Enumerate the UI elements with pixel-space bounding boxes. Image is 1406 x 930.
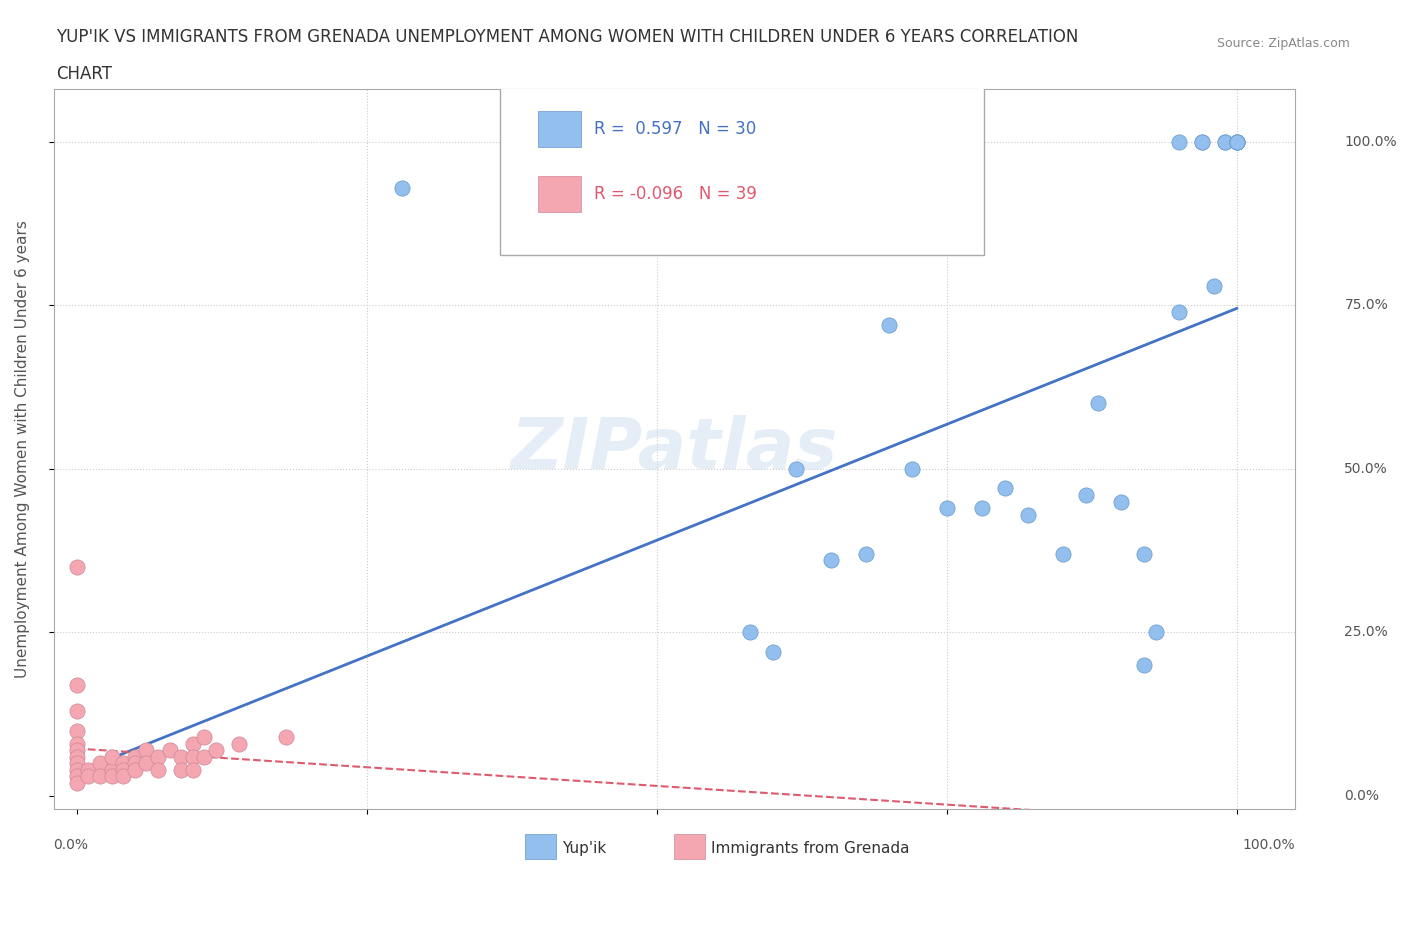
Point	[66, 776, 89, 790]
Text: 0.0%: 0.0%	[1344, 789, 1379, 803]
Point	[1226, 134, 1249, 149]
Point	[146, 763, 169, 777]
Point	[124, 756, 146, 771]
Text: Source: ZipAtlas.com: Source: ZipAtlas.com	[1216, 37, 1350, 50]
Point	[901, 461, 924, 476]
Text: CHART: CHART	[56, 65, 112, 83]
Point	[1017, 507, 1039, 522]
Point	[1226, 134, 1249, 149]
Point	[855, 547, 877, 562]
Point	[181, 737, 204, 751]
Point	[135, 743, 157, 758]
Point	[1074, 487, 1097, 502]
Point	[1109, 494, 1132, 509]
Point	[170, 750, 193, 764]
Point	[970, 500, 993, 515]
Point	[66, 756, 89, 771]
FancyBboxPatch shape	[501, 82, 984, 255]
Text: YUP'IK VS IMMIGRANTS FROM GRENADA UNEMPLOYMENT AMONG WOMEN WITH CHILDREN UNDER 6: YUP'IK VS IMMIGRANTS FROM GRENADA UNEMPL…	[56, 28, 1078, 46]
Point	[1052, 547, 1074, 562]
Point	[1191, 134, 1213, 149]
Text: 100.0%: 100.0%	[1241, 838, 1295, 852]
Point	[112, 769, 135, 784]
Point	[66, 560, 89, 575]
Point	[274, 730, 297, 745]
Point	[193, 730, 215, 745]
Point	[100, 750, 122, 764]
Point	[1226, 134, 1249, 149]
Text: ZIPatlas: ZIPatlas	[510, 415, 838, 484]
Y-axis label: Unemployment Among Women with Children Under 6 years: Unemployment Among Women with Children U…	[15, 220, 30, 678]
Text: 0.0%: 0.0%	[53, 838, 89, 852]
Point	[820, 553, 842, 568]
Point	[124, 750, 146, 764]
Point	[205, 743, 228, 758]
Point	[66, 703, 89, 718]
Point	[738, 625, 761, 640]
Point	[159, 743, 181, 758]
Point	[66, 769, 89, 784]
Text: 25.0%: 25.0%	[1344, 626, 1388, 640]
Point	[100, 769, 122, 784]
Text: Immigrants from Grenada: Immigrants from Grenada	[711, 841, 910, 857]
Point	[66, 763, 89, 777]
Text: 75.0%: 75.0%	[1344, 299, 1388, 312]
Text: 50.0%: 50.0%	[1344, 462, 1388, 476]
Point	[1087, 396, 1109, 411]
Bar	[675, 834, 706, 859]
Point	[77, 769, 100, 784]
Point	[1144, 625, 1167, 640]
Point	[181, 763, 204, 777]
Text: Yup'ik: Yup'ik	[562, 841, 607, 857]
Point	[1191, 134, 1213, 149]
Point	[181, 750, 204, 764]
Point	[994, 481, 1017, 496]
Point	[1213, 134, 1236, 149]
Point	[146, 750, 169, 764]
Point	[1213, 134, 1236, 149]
Text: 100.0%: 100.0%	[1344, 135, 1398, 149]
Point	[785, 461, 807, 476]
Point	[66, 743, 89, 758]
Bar	[537, 176, 581, 212]
Point	[112, 756, 135, 771]
Point	[124, 763, 146, 777]
Point	[66, 750, 89, 764]
Point	[1167, 304, 1189, 319]
Point	[66, 677, 89, 692]
Point	[193, 750, 215, 764]
Point	[1202, 278, 1225, 293]
Point	[1226, 134, 1249, 149]
Point	[228, 737, 250, 751]
Point	[100, 763, 122, 777]
Point	[66, 724, 89, 738]
Bar	[526, 834, 557, 859]
Point	[391, 180, 413, 195]
Point	[1167, 134, 1189, 149]
Point	[77, 763, 100, 777]
Text: R =  0.597   N = 30: R = 0.597 N = 30	[593, 120, 756, 138]
Point	[89, 756, 111, 771]
Point	[135, 756, 157, 771]
Point	[762, 644, 785, 659]
Point	[112, 763, 135, 777]
Point	[89, 769, 111, 784]
Point	[935, 500, 957, 515]
Point	[1133, 547, 1156, 562]
Point	[170, 763, 193, 777]
Point	[66, 737, 89, 751]
Bar	[537, 111, 581, 147]
Text: R = -0.096   N = 39: R = -0.096 N = 39	[593, 185, 756, 203]
Point	[877, 317, 900, 332]
Point	[1133, 658, 1156, 672]
